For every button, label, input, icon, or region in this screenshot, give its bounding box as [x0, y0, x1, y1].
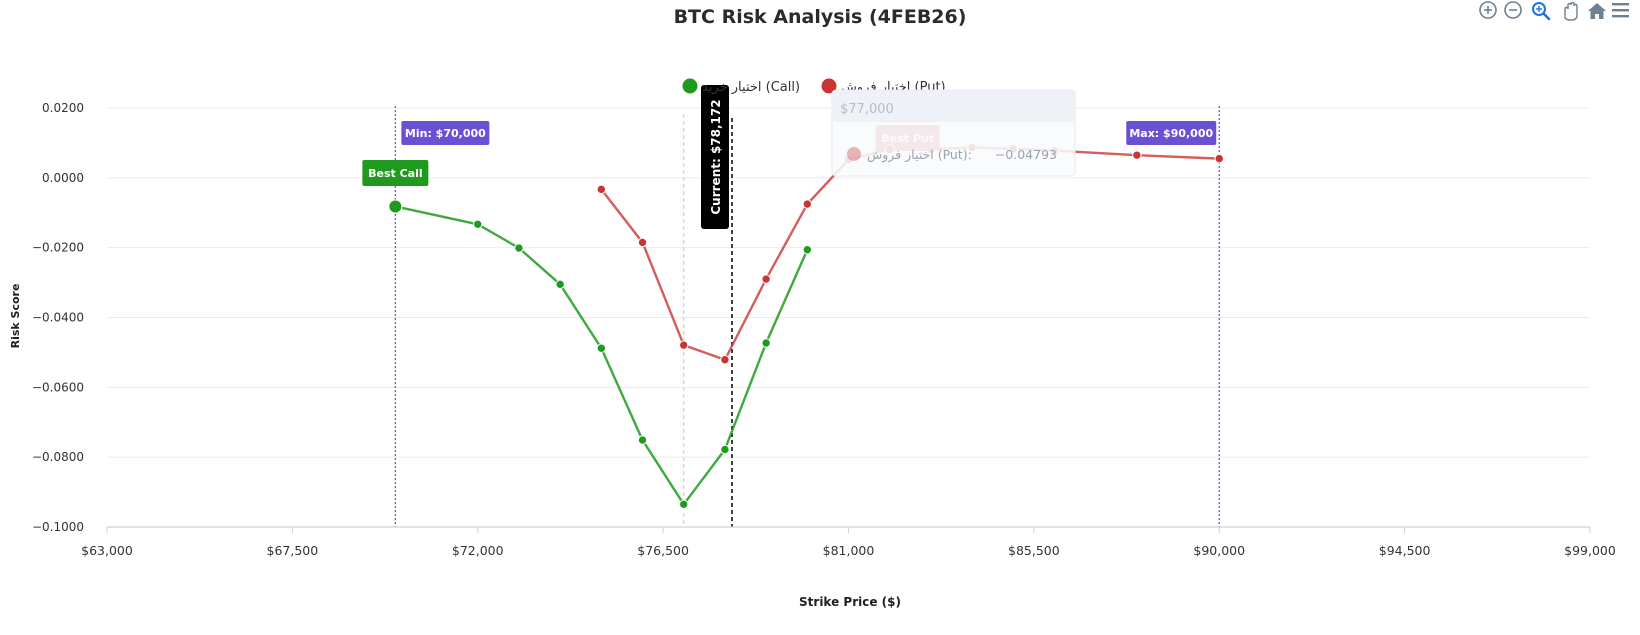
min-label-bg [401, 121, 490, 145]
current-price-label-text: Current: $78,172 [709, 99, 723, 214]
y-tick-label: −0.1000 [32, 520, 84, 534]
put-data-point [637, 237, 648, 248]
tooltip-series-name: اختیار فروش (Put): [867, 147, 972, 163]
call-data-point [679, 499, 689, 510]
zoom-selection-icon[interactable] [1532, 2, 1551, 21]
y-tick-label: 0.0000 [42, 171, 84, 185]
call-data-point [555, 279, 565, 290]
y-axis-title: Risk Score [9, 284, 22, 349]
tooltip-value: −0.04793 [995, 147, 1057, 162]
min-label-text: Min: $70,000 [405, 127, 486, 140]
y-tick-label: −0.0400 [32, 311, 84, 325]
best-call-marker [388, 199, 403, 214]
axes: 0.0200 0.0000 −0.0200 −0.0400 −0.0600 −0.0800… [32, 101, 1616, 558]
best-call-label-bg [362, 160, 429, 186]
y-tick-label: −0.0800 [32, 450, 84, 464]
zoom-out-icon[interactable] [1504, 1, 1522, 19]
put-data-point [802, 199, 813, 209]
legend-put-marker [821, 78, 837, 94]
put-series-line [600, 146, 1220, 361]
best-call-label: Best Call [362, 160, 429, 186]
x-tick-label: $72,000 [452, 543, 504, 558]
x-tick-label: $85,500 [1008, 543, 1060, 558]
call-data-point [473, 219, 483, 229]
current-price-label-bg [701, 85, 730, 229]
max-label-text: Max: $90,000 [1129, 127, 1213, 140]
y-tick-label: −0.0200 [32, 241, 84, 255]
legend-call-marker [682, 78, 698, 94]
y-tick-label: 0.0200 [42, 101, 84, 115]
call-data-point [637, 435, 648, 445]
home-icon[interactable] [1588, 3, 1606, 19]
tooltip-series-marker [847, 147, 861, 161]
call-data-point [720, 444, 730, 455]
put-data-point [679, 340, 689, 350]
put-data-point [1214, 153, 1224, 164]
call-data-point [761, 338, 771, 348]
tooltip-header: $77,000 [840, 102, 894, 117]
annotations: Min: $70,000 Max: $90,000 Current: $78,172… [362, 85, 1217, 229]
put-data-point [596, 184, 607, 195]
call-data-point [514, 243, 524, 253]
put-data-point [720, 355, 730, 365]
y-tick-label: −0.0600 [32, 380, 84, 394]
put-data-point [761, 274, 771, 284]
call-data-point [596, 343, 607, 353]
menu-icon[interactable] [1612, 3, 1629, 18]
x-tick-label: $99,000 [1564, 543, 1616, 558]
zoom-in-icon[interactable] [1479, 1, 1497, 19]
x-tick-label: $94,500 [1379, 543, 1431, 558]
pan-hand-icon[interactable] [1564, 1, 1578, 21]
call-data-point [802, 245, 813, 255]
max-label-bg [1126, 121, 1217, 145]
put-data-point [1132, 150, 1142, 160]
tooltip: $77,000 اختیار فروش (Put): −0.04793 [831, 89, 1076, 177]
x-tick-label: $81,000 [823, 543, 875, 558]
chart-toolbar [1479, 1, 1629, 21]
legend-call-label: اختیار خرید (Call) [702, 80, 800, 95]
x-tick-label: $63,000 [81, 543, 133, 558]
best-call-label-text: Best Call [368, 167, 423, 180]
current-price-label: Current: $78,172 [701, 85, 730, 229]
max-label: Max: $90,000 [1126, 121, 1217, 145]
series [390, 142, 1224, 510]
min-label: Min: $70,000 [401, 121, 490, 145]
reference-lines [394, 106, 1220, 527]
call-series-line [395, 205, 809, 506]
x-axis-title: Strike Price ($) [799, 595, 901, 609]
x-tick-label: $90,000 [1193, 543, 1245, 558]
chart-title: BTC Risk Analysis (4FEB26) [674, 6, 967, 28]
x-tick-label: $76,500 [637, 543, 689, 558]
tooltip-header-bg [832, 90, 1075, 122]
x-tick-label: $67,500 [267, 543, 319, 558]
